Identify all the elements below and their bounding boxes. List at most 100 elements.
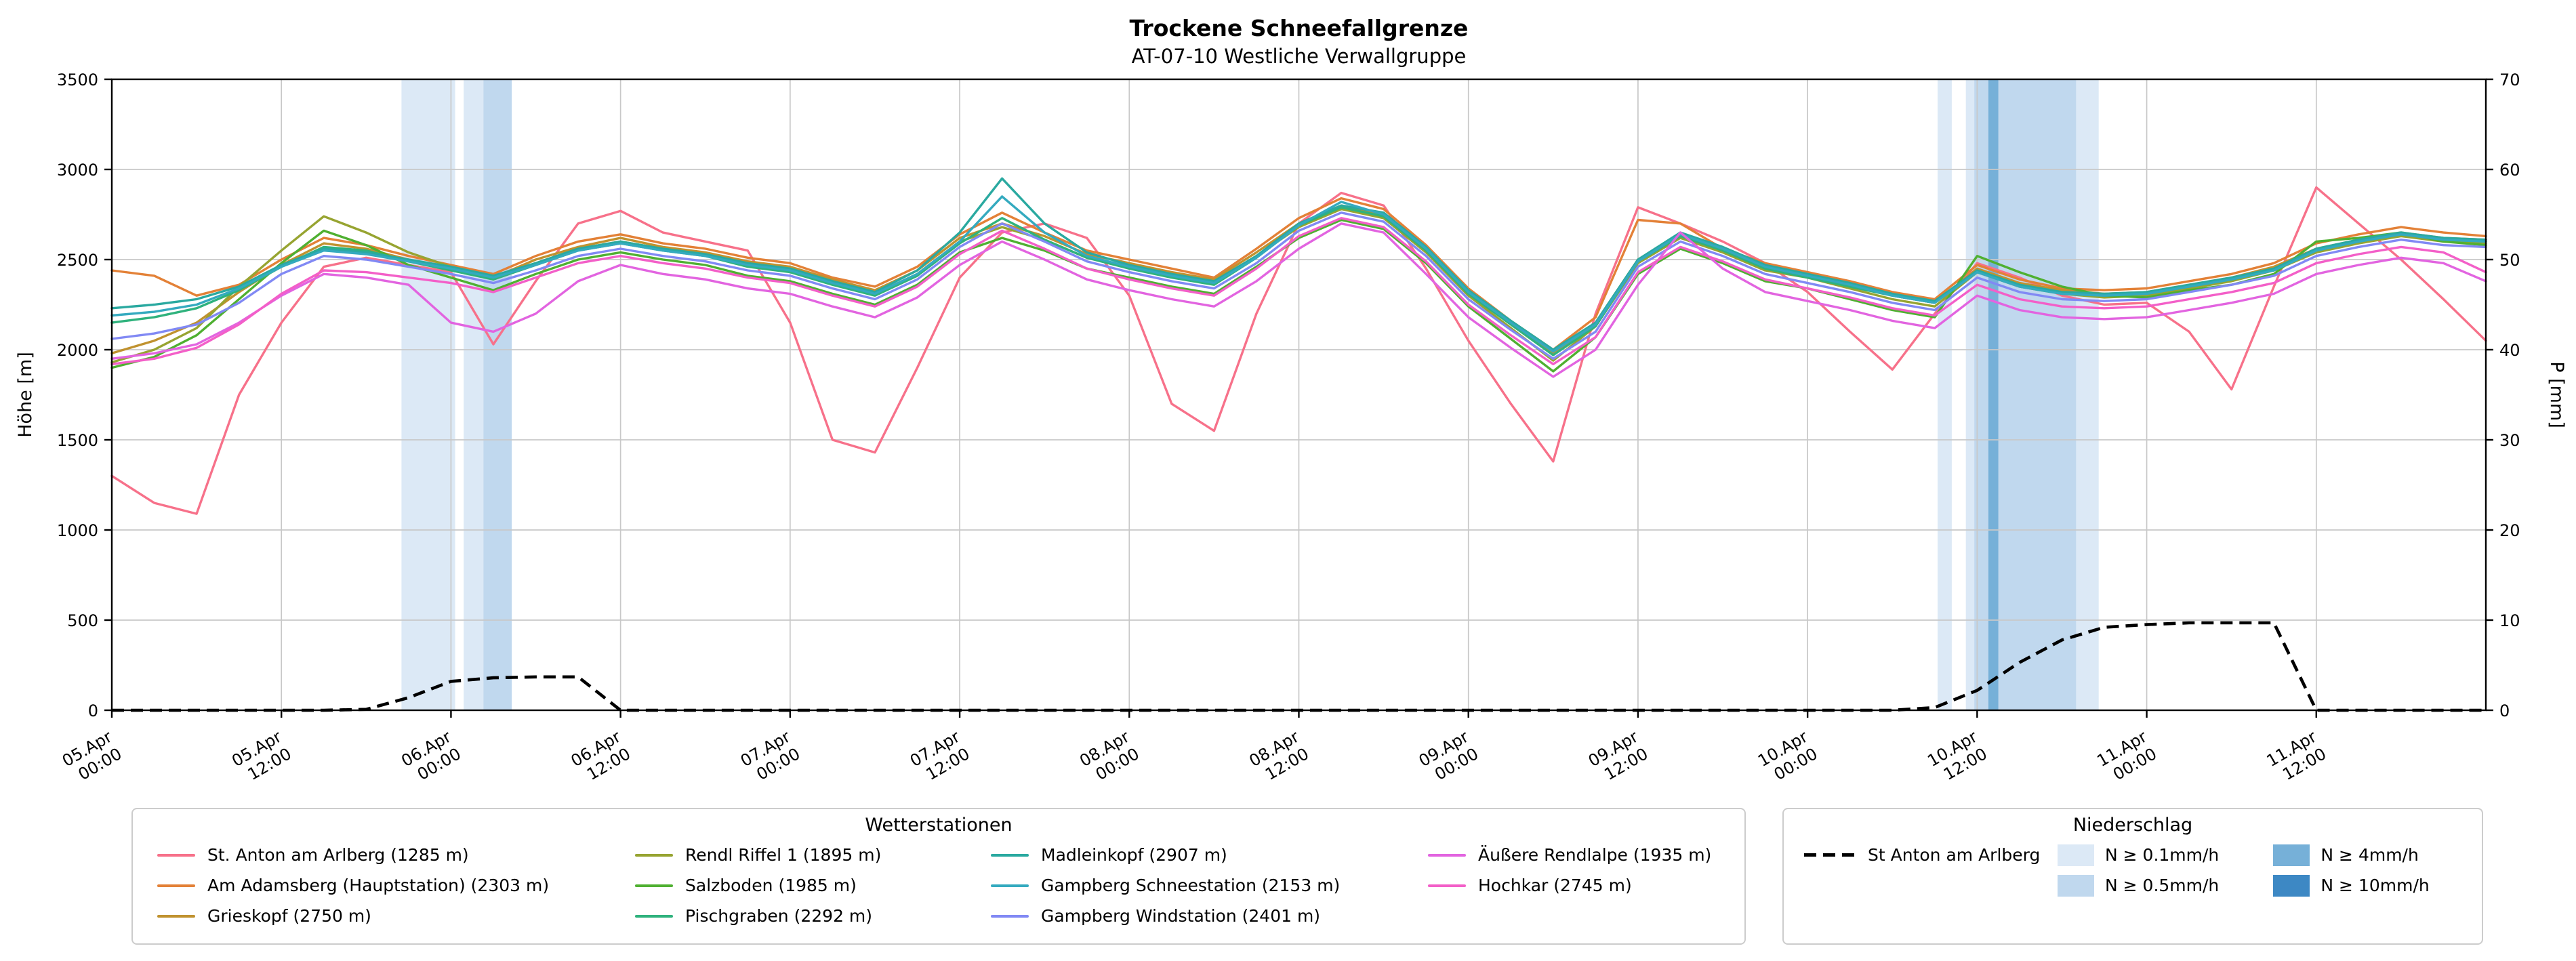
y-axis-left: 0 500 1000 1500 2000 2500 3000 3500 Höhe [m] <box>15 70 112 720</box>
y-tick-label: 60 <box>2499 161 2520 180</box>
station-line <box>110 195 2487 353</box>
legend-label: Grieskopf (2750 m) <box>207 906 371 926</box>
x-tick-label: 08.Apr00:00 <box>1076 727 1143 788</box>
legend-precip-title: Niederschlag <box>2072 815 2193 836</box>
legend-item-station: Pischgraben (2292 m) <box>635 901 943 931</box>
legend-item-station: Salzboden (1985 m) <box>635 870 943 901</box>
legend-item-precip-line: St Anton am Arlberg <box>1804 840 2040 870</box>
legend-stations-items: St. Anton am Arlberg (1285 m) Am Adamsber… <box>133 836 1744 931</box>
station-line <box>110 222 2487 378</box>
x-tick-label: 07.Apr12:00 <box>907 727 973 788</box>
legend-label: N ≥ 0.5mm/h <box>2105 876 2220 895</box>
line-swatch <box>1428 884 1466 887</box>
legend-label: Hochkar (2745 m) <box>1478 876 1632 895</box>
y-tick-label: 70 <box>2499 70 2520 89</box>
station-line <box>110 211 2487 360</box>
legend-label: Madleinkopf (2907 m) <box>1041 845 1227 865</box>
x-tick-label: 07.Apr00:00 <box>737 727 804 788</box>
precip-patch-swatch <box>2058 874 2094 897</box>
station-line <box>110 177 2487 351</box>
legend-label: N ≥ 0.1mm/h <box>2105 845 2220 865</box>
legend-column: St Anton am Arlberg <box>1804 840 2040 870</box>
x-tick-label: 06.Apr12:00 <box>568 727 634 788</box>
line-swatch <box>635 914 673 918</box>
legend-column: Madleinkopf (2907 m) Gampberg Schneestati… <box>991 840 1381 931</box>
legend-item-station: Äußere Rendlalpe (1935 m) <box>1428 840 1716 870</box>
legend-item-station: St. Anton am Arlberg (1285 m) <box>157 840 588 870</box>
legend-item-station: Madleinkopf (2907 m) <box>991 840 1381 870</box>
station-lines <box>110 177 2487 515</box>
x-tick-label: 09.Apr00:00 <box>1416 727 1482 788</box>
legend-column: St. Anton am Arlberg (1285 m) Am Adamsber… <box>157 840 588 931</box>
legend-item-station: Grieskopf (2750 m) <box>157 901 588 931</box>
legend-column: N ≥ 0.1mm/h N ≥ 0.5mm/h <box>2058 840 2250 901</box>
x-tick-label: 10.Apr00:00 <box>1755 727 1821 788</box>
legend-item-station: Hochkar (2745 m) <box>1428 870 1716 901</box>
line-swatch <box>635 853 673 857</box>
x-tick-label: 05.Apr12:00 <box>228 727 295 788</box>
legend-label: Am Adamsberg (Hauptstation) (2303 m) <box>207 876 550 895</box>
legend-item-station: Gampberg Windstation (2401 m) <box>991 901 1381 931</box>
station-line <box>110 197 2487 351</box>
legend-stations-title: Wetterstationen <box>865 815 1013 836</box>
line-swatch <box>1428 853 1466 857</box>
legend-column: Rendl Riffel 1 (1895 m) Salzboden (1985 m… <box>635 840 943 931</box>
x-tick-label: 06.Apr00:00 <box>398 727 464 788</box>
y-tick-label: 3000 <box>57 161 98 180</box>
legend-item-station: Gampberg Schneestation (2153 m) <box>991 870 1381 901</box>
x-tick-label: 11.Apr12:00 <box>2264 727 2330 788</box>
line-swatch <box>157 853 195 857</box>
legend-label: Gampberg Schneestation (2153 m) <box>1041 876 1341 895</box>
legend-label: St Anton am Arlberg <box>1868 845 2041 865</box>
legend-label: N ≥ 10mm/h <box>2321 876 2430 895</box>
precip-patch-swatch <box>2273 844 2310 866</box>
legend-label: Gampberg Windstation (2401 m) <box>1041 906 1321 926</box>
y-tick-label: 1500 <box>57 431 98 450</box>
x-tick-label: 09.Apr12:00 <box>1585 727 1652 788</box>
x-tick-label: 08.Apr12:00 <box>1246 727 1312 788</box>
y-tick-label: 2500 <box>57 251 98 270</box>
station-line <box>110 217 2487 365</box>
y-tick-label: 2000 <box>57 341 98 360</box>
legend-label: Salzboden (1985 m) <box>685 876 857 895</box>
legend-item-precip-level: N ≥ 0.5mm/h <box>2058 870 2250 901</box>
y-tick-label: 50 <box>2499 251 2520 270</box>
x-tick-label: 10.Apr12:00 <box>1924 727 1990 788</box>
legend-wetterstationen: Wetterstationen St. Anton am Arlberg (12… <box>131 808 1746 945</box>
x-tick-label: 05.Apr00:00 <box>59 727 125 788</box>
legend-item-precip-level: N ≥ 0.1mm/h <box>2058 840 2250 870</box>
legend-label: Pischgraben (2292 m) <box>685 906 873 926</box>
y-tick-label: 40 <box>2499 341 2520 360</box>
line-swatch <box>991 853 1029 857</box>
legend-label: St. Anton am Arlberg (1285 m) <box>207 845 469 865</box>
legend-column: Äußere Rendlalpe (1935 m) Hochkar (2745 m… <box>1428 840 1716 901</box>
x-tick-label: 11.Apr00:00 <box>2094 727 2161 788</box>
legend-niederschlag: Niederschlag St Anton am Arlberg N ≥ 0.1m… <box>1782 808 2483 945</box>
line-swatch <box>991 884 1029 887</box>
line-swatch <box>157 884 195 887</box>
y-axis-right: 0 10 20 30 40 50 60 70 P [mm] <box>2486 70 2567 720</box>
legend-precip-items: St Anton am Arlberg N ≥ 0.1mm/h N ≥ 0.5mm/… <box>1784 836 2482 901</box>
line-swatch <box>635 884 673 887</box>
y-tick-label: 0 <box>2499 701 2510 720</box>
legend-item-precip-level: N ≥ 10mm/h <box>2273 870 2461 901</box>
chart-title: Trockene Schneefallgrenze <box>1129 15 1469 41</box>
chart-subtitle: AT-07-10 Westliche Verwallgruppe <box>1131 45 1467 68</box>
legend-item-precip-level: N ≥ 4mm/h <box>2273 840 2461 870</box>
y-axis-label-left: Höhe [m] <box>15 352 36 438</box>
y-tick-label: 1000 <box>57 521 98 540</box>
line-swatch <box>991 914 1029 918</box>
x-axis: 05.Apr00:00 05.Apr12:00 06.Apr00:00 06.Apr1… <box>59 710 2330 788</box>
legend-item-station: Rendl Riffel 1 (1895 m) <box>635 840 943 870</box>
legend-label: Äußere Rendlalpe (1935 m) <box>1478 845 1712 865</box>
precip-spans <box>401 79 2099 710</box>
y-tick-label: 20 <box>2499 521 2520 540</box>
line-swatch <box>157 914 195 918</box>
y-axis-label-right: P [mm] <box>2546 361 2567 428</box>
y-tick-label: 3500 <box>57 70 98 89</box>
precip-patch-swatch <box>2273 874 2310 897</box>
legend-label: Rendl Riffel 1 (1895 m) <box>685 845 882 865</box>
y-tick-label: 0 <box>88 701 98 720</box>
legend-item-station: Am Adamsberg (Hauptstation) (2303 m) <box>157 870 588 901</box>
